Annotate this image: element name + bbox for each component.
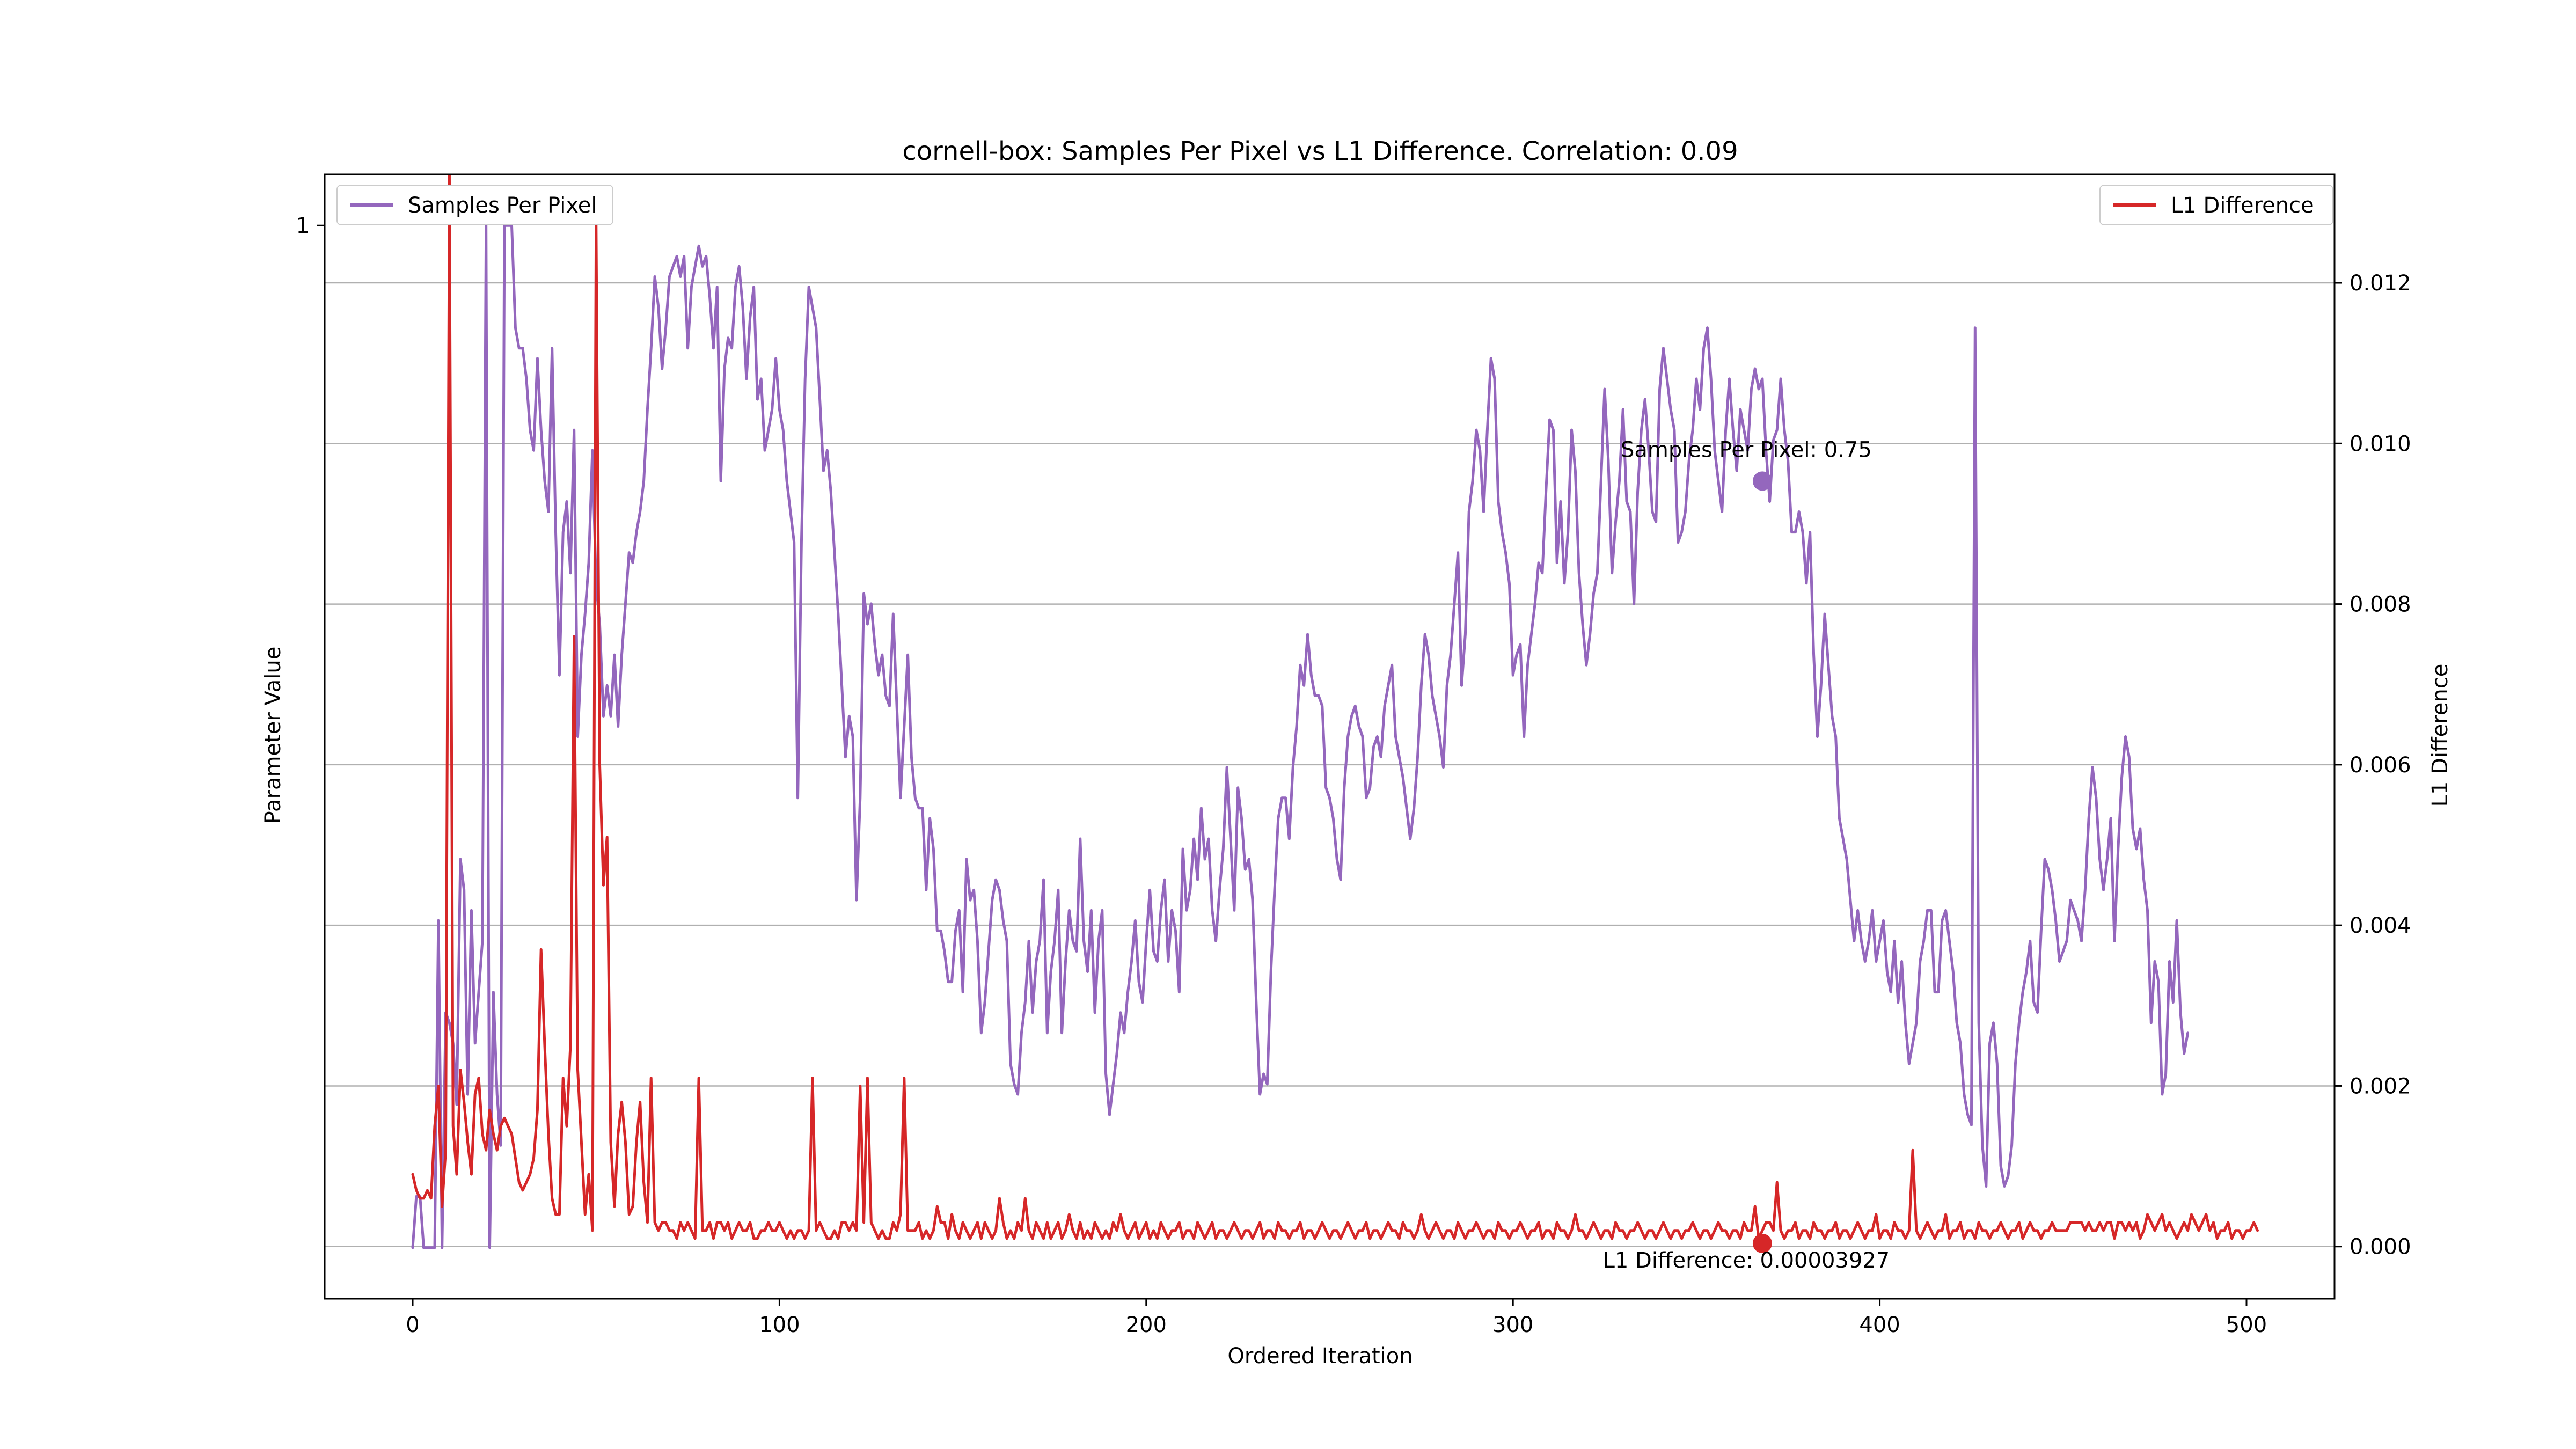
plot-frame [324,173,2336,1300]
y-axis-right-label: L1 Difference [2428,664,2453,807]
legend-box [2099,185,2333,225]
x-axis-label: Ordered Iteration [1227,1344,1413,1368]
annotation-point-l1 [1752,1233,1772,1253]
y-right-tick-label: 0.010 [2350,431,2411,456]
legend-label-l1-difference: L1 Difference [2171,193,2314,218]
legend-box [336,185,613,225]
annotation-label-l1: L1 Difference: 0.00003927 [1603,1248,1890,1273]
series-layer [411,174,2259,1249]
x-tick-label: 0 [406,1313,419,1337]
series-line-spp [411,224,2190,1249]
x-tick-label: 300 [1492,1313,1533,1337]
y-axis-left-label: Parameter Value [261,647,286,824]
legend-l1-difference: L1 Difference [2099,185,2333,225]
legend-samples-per-pixel: Samples Per Pixel [336,185,613,225]
y-axis-right: 0.000 0.002 0.004 0.006 0.008 0.010 0.012 [2334,271,2411,1260]
y-right-tick-label: 0.002 [2350,1074,2411,1099]
y-right-tick-label: 0.000 [2350,1235,2411,1260]
x-tick-label: 100 [759,1313,800,1337]
y-right-tick-label: 0.008 [2350,592,2411,617]
y-right-tick-label: 0.004 [2350,913,2411,938]
x-axis: 0 100 200 300 400 500 [406,1299,2267,1337]
y-axis-left: 1 [296,214,325,238]
annotation-label-spp: Samples Per Pixel: 0.75 [1621,437,1872,462]
annotations: Samples Per Pixel: 0.75 L1 Difference: 0.… [1603,437,1890,1272]
grid [325,282,2334,1247]
chart-title: cornell-box: Samples Per Pixel vs L1 Dif… [902,136,1738,166]
x-tick-label: 500 [2226,1313,2267,1337]
y-left-tick-label: 1 [296,214,310,238]
x-tick-label: 400 [1859,1313,1900,1337]
legend-label-samples-per-pixel: Samples Per Pixel [408,193,597,218]
annotation-point-spp [1752,471,1772,491]
series-line-l1 [411,174,2259,1240]
x-tick-label: 200 [1126,1313,1167,1337]
y-right-tick-label: 0.006 [2350,753,2411,778]
y-right-tick-label: 0.012 [2350,271,2411,296]
